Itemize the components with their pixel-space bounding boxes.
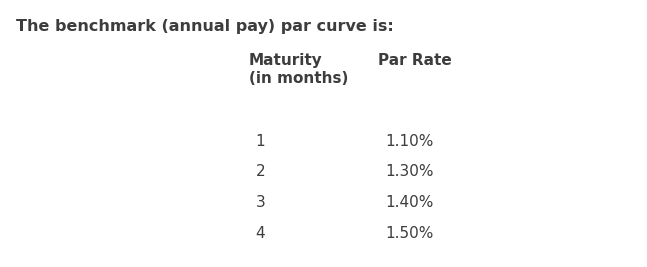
Text: The benchmark (annual pay) par curve is:: The benchmark (annual pay) par curve is:: [16, 19, 394, 34]
Text: 4: 4: [256, 226, 265, 241]
Text: 1.40%: 1.40%: [385, 195, 433, 210]
Text: 3: 3: [256, 195, 265, 210]
Text: 1: 1: [256, 134, 265, 148]
Text: Par Rate: Par Rate: [378, 53, 452, 68]
Text: 2: 2: [256, 164, 265, 179]
Text: 1.30%: 1.30%: [385, 164, 433, 179]
Text: Maturity
(in months): Maturity (in months): [249, 53, 349, 86]
Text: 1.50%: 1.50%: [385, 226, 433, 241]
Text: 1.10%: 1.10%: [385, 134, 433, 148]
